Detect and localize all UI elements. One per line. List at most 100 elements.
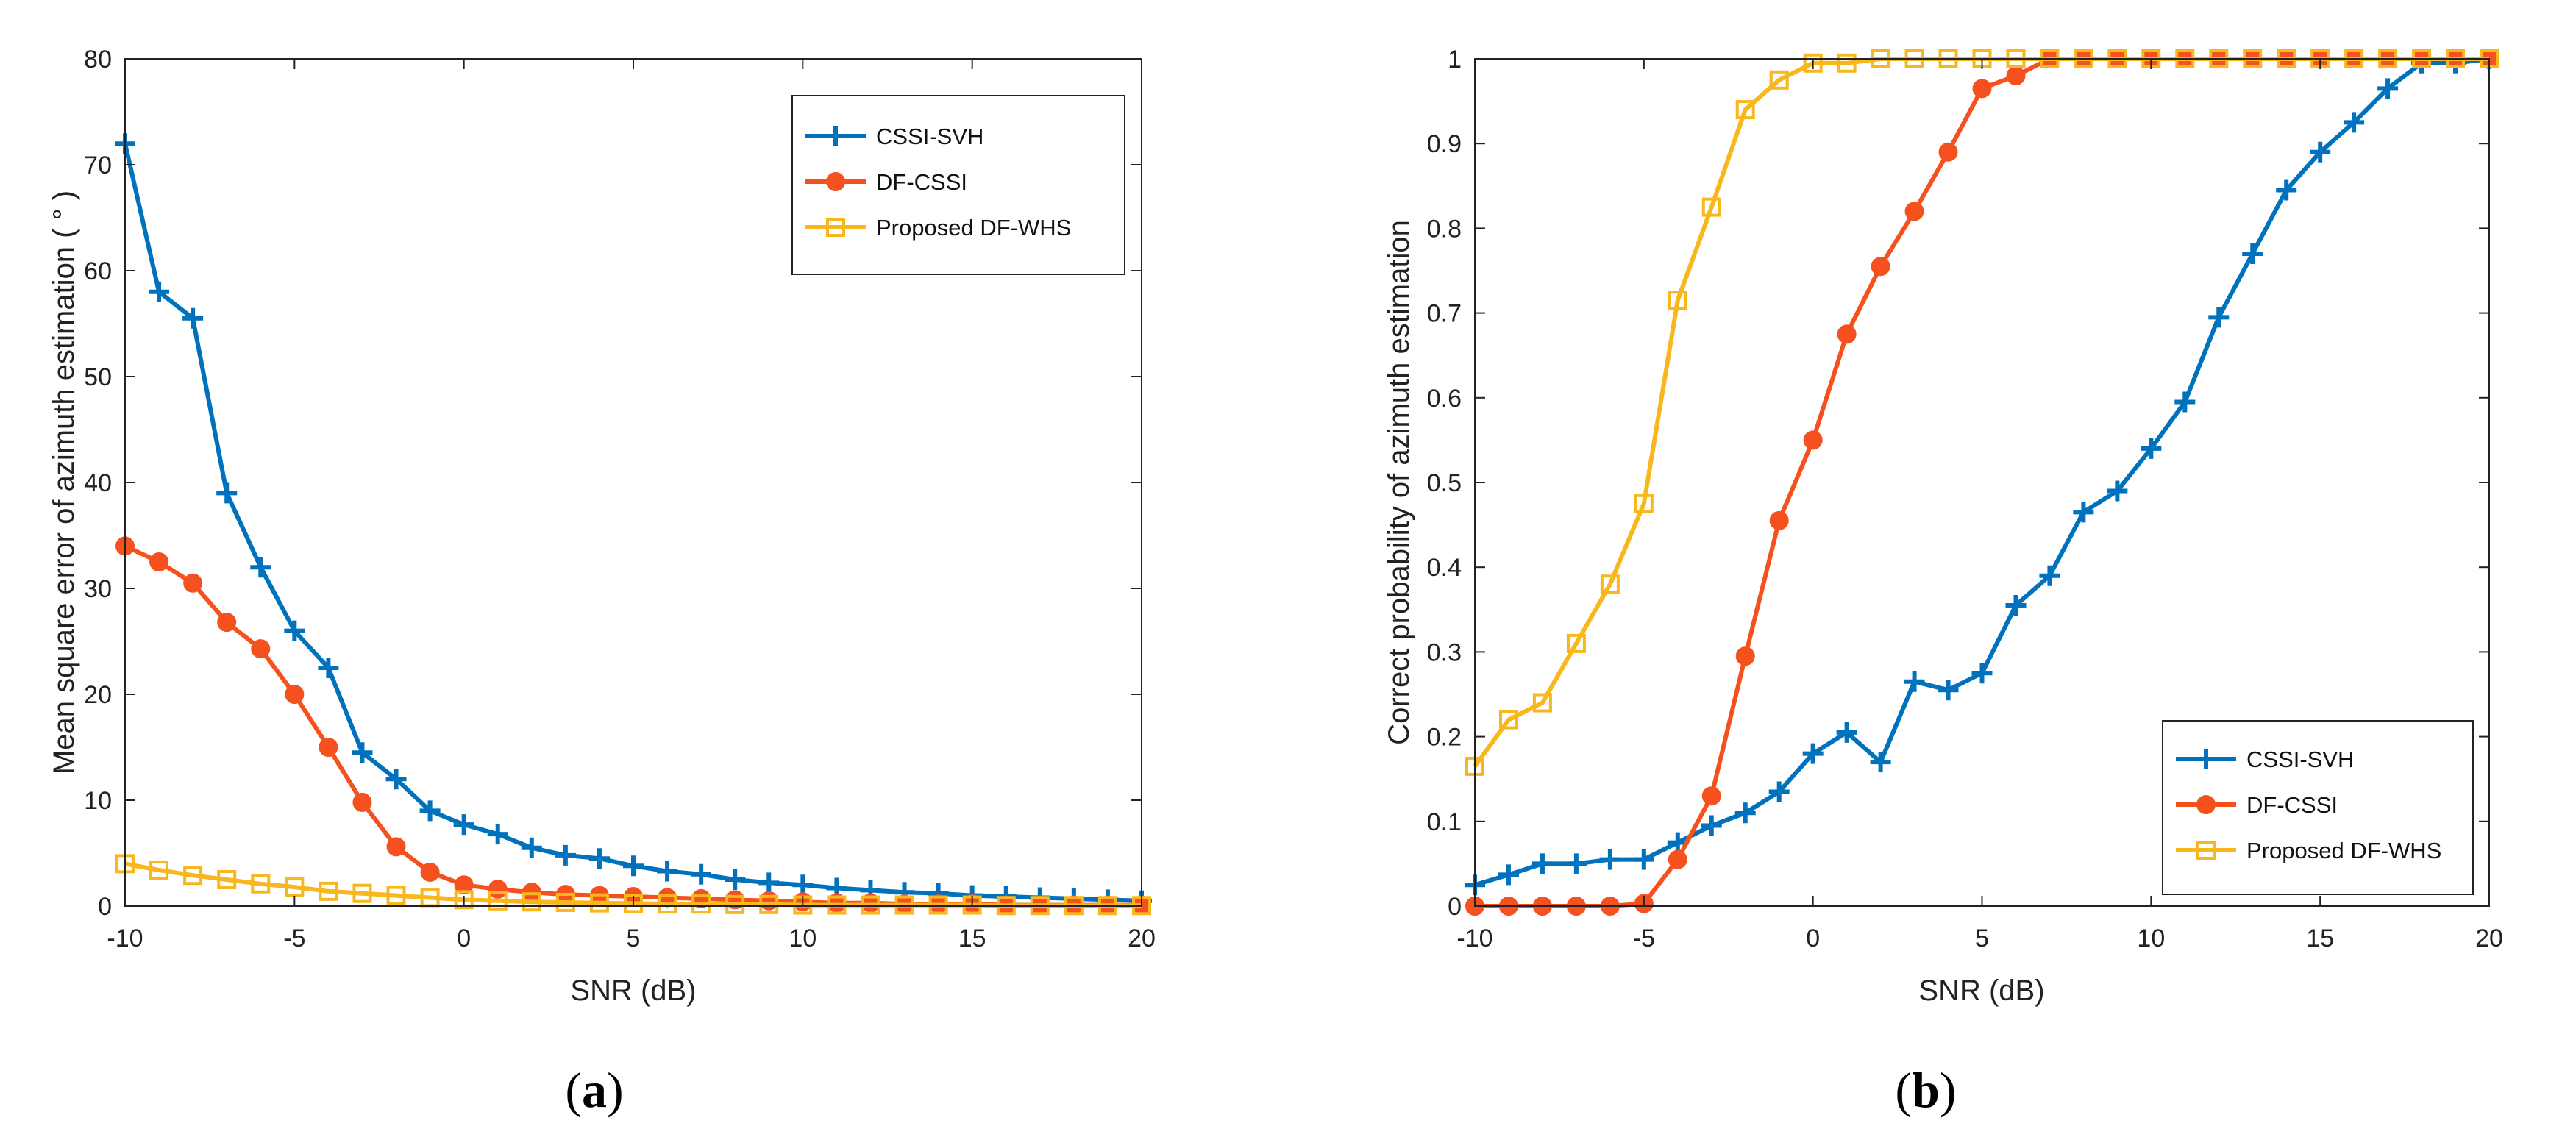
- chart-a-y-tick-label: 80: [84, 46, 112, 74]
- chart-b-df-cssi-point: [2006, 66, 2026, 86]
- chart-a-cssi-svh-point: [419, 800, 441, 822]
- chart-a-panel-label: (a): [565, 1062, 623, 1118]
- chart-b-proposed-df-whs-point: [1566, 633, 1586, 653]
- chart-b-cssi-svh-point: [1599, 849, 1620, 870]
- chart-b-proposed-df-whs-point: [1837, 53, 1857, 73]
- chart-a-df-cssi-point: [759, 891, 779, 911]
- chart-b-legend-proposed-df-whs-label: Proposed DF-WHS: [2246, 838, 2441, 863]
- chart-b-y-tick-label: 0.3: [1427, 638, 1462, 666]
- chart-a-marks: [115, 133, 1152, 916]
- chart-b-cssi-svh-point: [2141, 438, 2162, 459]
- chart-a-x-axis-label: SNR (dB): [570, 975, 696, 1007]
- chart-a-cssi-svh-point: [453, 814, 474, 836]
- chart-b-y-axis-label: Correct probability of azimuth estimatio…: [1383, 220, 1415, 745]
- chart-b-cssi-svh-point: [2005, 595, 2027, 616]
- chart-b-cssi-svh-point: [1904, 671, 1925, 692]
- chart-a-cssi-svh-point: [318, 658, 339, 678]
- chart-b-legend-df-cssi-label: DF-CSSI: [2246, 792, 2338, 818]
- chart-a-df-cssi-point: [386, 837, 406, 857]
- chart-a-proposed-df-whs-point: [454, 890, 474, 910]
- chart-b-cssi-svh-point: [2310, 141, 2331, 163]
- chart-a-panel-close: ): [607, 1062, 624, 1118]
- chart-b-df-cssi-point: [1904, 202, 1924, 221]
- chart-b-proposed-df-whs-point: [1498, 710, 1518, 730]
- chart-b-df-cssi-point: [1769, 510, 1789, 530]
- chart-a-x-tick-label: 0: [457, 925, 471, 952]
- chart-b-y-tick-label: 0.4: [1427, 554, 1462, 582]
- chart-b-y-tick-label: 0.7: [1427, 300, 1462, 328]
- chart-b-legend: CSSI-SVH DF-CSSI Proposed DF-WHS: [2162, 720, 2474, 895]
- chart-b-cssi-svh-point: [1768, 781, 1790, 802]
- chart-a-proposed-df-whs-point: [894, 895, 914, 915]
- chart-b-cssi-svh-point: [2174, 391, 2196, 413]
- chart-b-x-tick-label: 5: [1975, 925, 1989, 952]
- chart-a-cssi-svh-point: [758, 872, 780, 894]
- chart-b-legend-cssi-svh-label: CSSI-SVH: [2246, 747, 2354, 772]
- chart-a-y-tick-label: 50: [84, 363, 112, 391]
- chart-b-cssi-svh-point: [1701, 815, 1722, 836]
- chart-b-df-cssi-point: [1701, 786, 1721, 806]
- chart-a-proposed-df-whs-point: [217, 870, 237, 889]
- chart-b-y-tick-label: 0.9: [1427, 130, 1462, 158]
- chart-b-proposed-df-whs-point: [1735, 100, 1755, 120]
- chart-a-proposed-df-whs-point: [149, 861, 169, 880]
- chart-a-y-tick-label: 70: [84, 152, 112, 179]
- chart-a-y-axis-label: Mean square error of azimuth estimation …: [48, 190, 80, 774]
- chart-a-y-tick-label: 0: [98, 893, 112, 921]
- chart-b-proposed-df-whs-point: [1600, 574, 1620, 594]
- chart-a-proposed-df-whs-point: [386, 886, 406, 905]
- chart-a-cssi-svh-point: [657, 861, 678, 882]
- chart-a-y-tick-label: 10: [84, 787, 112, 815]
- chart-b-ticks: -10 -5 0 5 10 15 20 0 0.1 0.2 0.3 0.4 0.5 0.6 0.7 0.8 0.…: [1427, 46, 2503, 952]
- chart-b-panel-close: ): [1940, 1062, 1957, 1118]
- chart-a-proposed-df-whs-point: [861, 895, 880, 915]
- chart-b-proposed-df-whs-point: [1668, 291, 1687, 310]
- chart-a-x-tick-label: -10: [107, 925, 143, 952]
- chart-a-y-tick-label: 60: [84, 257, 112, 285]
- chart-a-proposed-df-whs-point: [928, 895, 948, 915]
- chart-b-y-tick-label: 0.8: [1427, 215, 1462, 243]
- chart-a-cssi-svh-point: [284, 620, 305, 641]
- chart-a-df-cssi-point: [488, 879, 508, 899]
- chart-b-proposed-df-whs-point: [1803, 53, 1823, 73]
- chart-a-y-tick-label: 40: [84, 469, 112, 497]
- chart-a-proposed-df-whs-point: [555, 892, 575, 912]
- chart-b-cssi-svh-point: [2107, 480, 2128, 502]
- chart-a-y-tick-label: 20: [84, 681, 112, 709]
- chart-b-cssi-svh-point: [1531, 853, 1553, 874]
- chart-a-proposed-df-whs-point: [827, 895, 847, 915]
- chart-a-proposed-df-whs-point: [488, 891, 508, 911]
- chart-a-proposed-df-whs-point: [691, 894, 711, 914]
- chart-a-proposed-df-whs-point: [725, 894, 745, 914]
- chart-a-x-tick-label: 10: [789, 925, 816, 952]
- chart-a-df-cssi-point: [149, 552, 169, 571]
- chart-b-df-cssi-point: [1871, 257, 1890, 277]
- chart-b-df-cssi-point: [1668, 849, 1687, 869]
- chart-b-legend-proposed-df-whs-marker: [2196, 841, 2216, 860]
- chart-a-ticks: -10 -5 0 5 10 15 20 0 10 20 30 40 50 60 70 80: [84, 46, 1156, 952]
- chart-b-cssi-svh-point: [1802, 743, 1824, 764]
- chart-b-legend-df-cssi-marker: [2196, 795, 2216, 814]
- chart-b-series-proposed-df-whs-line: [1473, 57, 2489, 768]
- chart-a-panel-open: (: [565, 1062, 582, 1118]
- chart-a-df-cssi-point: [454, 875, 474, 895]
- chart-a-proposed-df-whs-point: [658, 894, 677, 914]
- chart-a-legend: CSSI-SVH DF-CSSI Proposed DF-WHS: [791, 95, 1125, 275]
- chart-b-cssi-svh-point: [2242, 243, 2263, 264]
- chart-a-x-tick-label: -5: [283, 925, 305, 952]
- chart-b-x-tick-label: -10: [1456, 925, 1492, 952]
- chart-b-cssi-svh-point: [1498, 864, 1519, 886]
- chart-b-y-tick-label: 0: [1448, 893, 1462, 921]
- chart-a-df-cssi-point: [217, 613, 237, 633]
- chart-a-proposed-df-whs-point: [589, 893, 609, 913]
- chart-b-x-tick-label: 10: [2137, 925, 2165, 952]
- chart-b-cssi-svh-point: [2039, 565, 2060, 586]
- chart-a-df-cssi-point: [285, 685, 305, 704]
- chart-b-proposed-df-whs-point: [1769, 70, 1789, 90]
- chart-a-cssi-svh-point: [691, 863, 712, 885]
- chart-b-df-cssi-point: [1735, 646, 1755, 666]
- chart-b-proposed-df-whs-point: [1701, 197, 1721, 217]
- chart-b-cssi-svh-point: [1633, 849, 1654, 870]
- chart-a-df-cssi-point: [251, 639, 271, 659]
